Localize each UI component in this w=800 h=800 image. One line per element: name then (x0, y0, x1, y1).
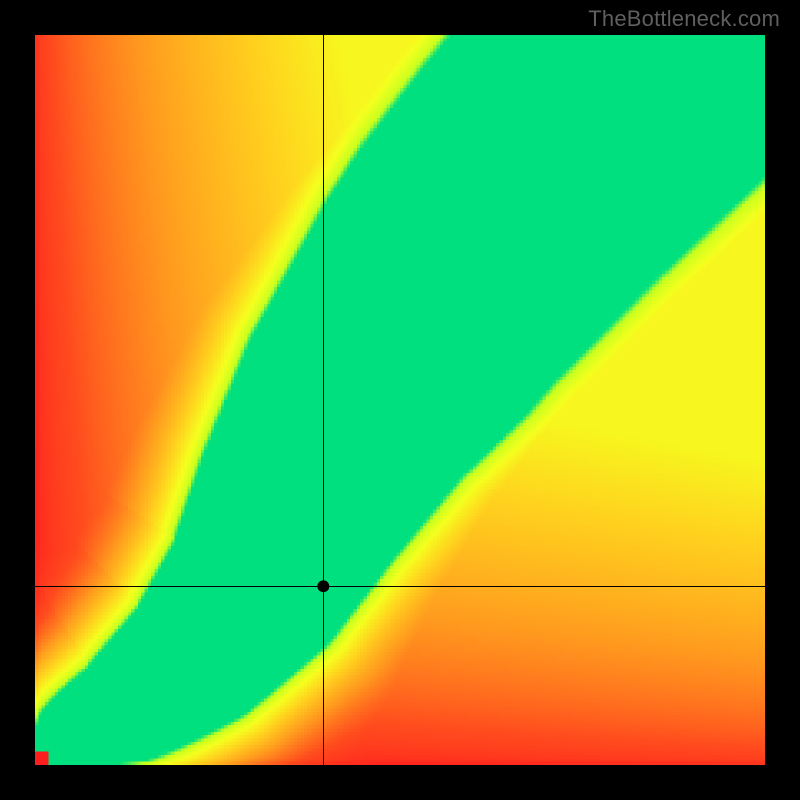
crosshair-overlay (0, 0, 800, 800)
figure-root: TheBottleneck.com (0, 0, 800, 800)
branding-watermark: TheBottleneck.com (588, 6, 780, 32)
